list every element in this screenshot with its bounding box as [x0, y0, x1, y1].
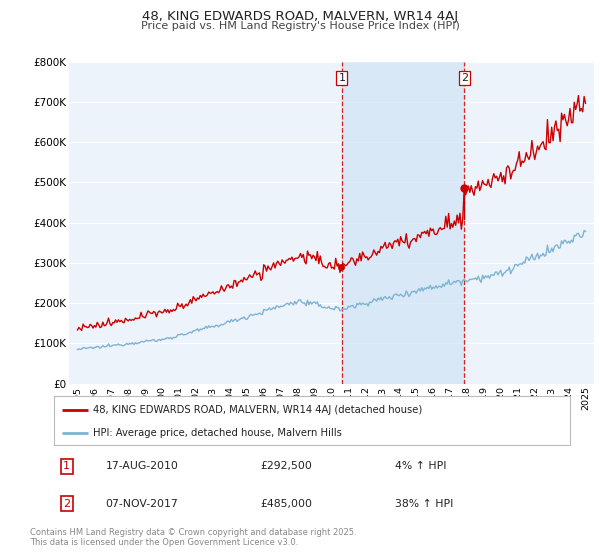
Text: 38% ↑ HPI: 38% ↑ HPI — [395, 498, 453, 508]
Text: 48, KING EDWARDS ROAD, MALVERN, WR14 4AJ: 48, KING EDWARDS ROAD, MALVERN, WR14 4AJ — [142, 10, 458, 23]
Bar — [342, 62, 464, 384]
Text: £485,000: £485,000 — [260, 498, 313, 508]
Text: 1: 1 — [63, 461, 70, 472]
Text: 1: 1 — [338, 73, 346, 83]
Text: 2: 2 — [63, 498, 70, 508]
Text: HPI: Average price, detached house, Malvern Hills: HPI: Average price, detached house, Malv… — [92, 428, 341, 438]
Text: Contains HM Land Registry data © Crown copyright and database right 2025.
This d: Contains HM Land Registry data © Crown c… — [30, 528, 356, 547]
Text: 2: 2 — [461, 73, 468, 83]
Text: 07-NOV-2017: 07-NOV-2017 — [106, 498, 178, 508]
Text: Price paid vs. HM Land Registry's House Price Index (HPI): Price paid vs. HM Land Registry's House … — [140, 21, 460, 31]
Text: 17-AUG-2010: 17-AUG-2010 — [106, 461, 178, 472]
Text: 4% ↑ HPI: 4% ↑ HPI — [395, 461, 446, 472]
Text: £292,500: £292,500 — [260, 461, 312, 472]
Text: 48, KING EDWARDS ROAD, MALVERN, WR14 4AJ (detached house): 48, KING EDWARDS ROAD, MALVERN, WR14 4AJ… — [92, 405, 422, 415]
